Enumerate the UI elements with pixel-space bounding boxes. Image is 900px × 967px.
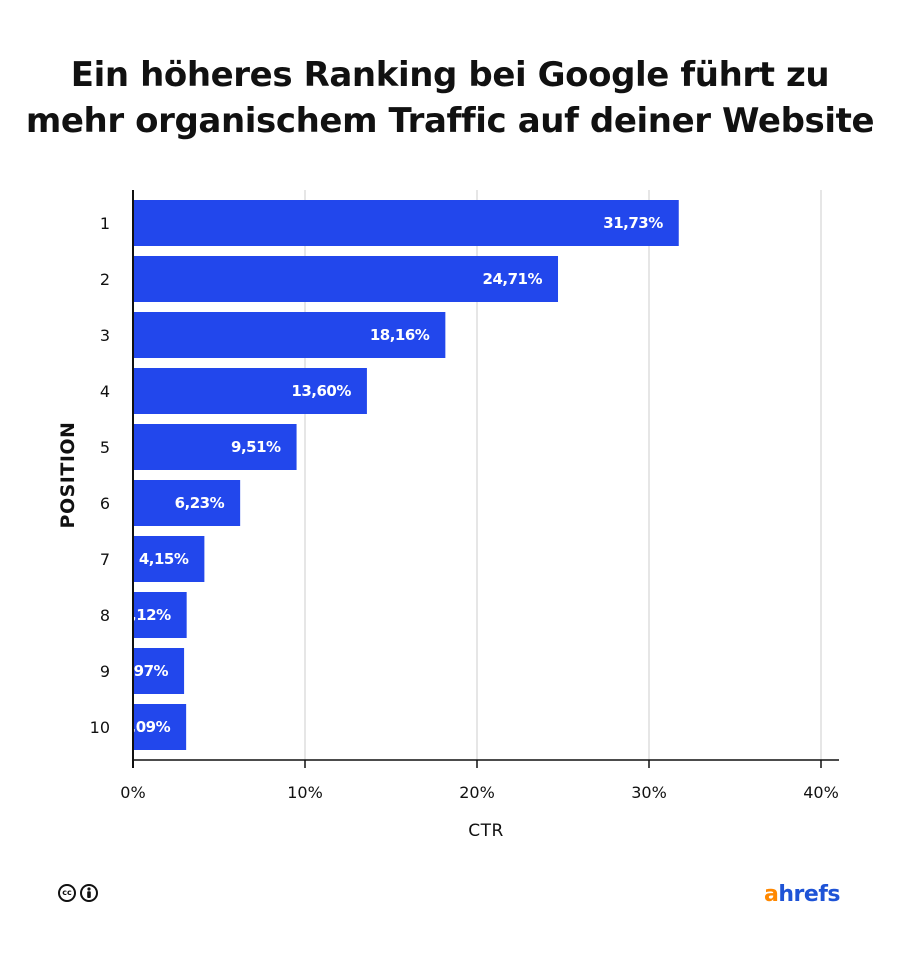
bar bbox=[133, 256, 559, 302]
bar-data-label: 13,60% bbox=[291, 382, 351, 400]
x-tick-label: 10% bbox=[287, 783, 323, 802]
x-tick-label: 0% bbox=[120, 783, 145, 802]
bar bbox=[133, 536, 205, 582]
bar bbox=[133, 480, 241, 526]
bar-data-label: 3,09% bbox=[121, 718, 171, 736]
bar-data-label: 3,12% bbox=[121, 606, 171, 624]
y-tick-label: 6 bbox=[100, 494, 110, 513]
bar-data-label: 6,23% bbox=[175, 494, 225, 512]
bar-data-label: 18,16% bbox=[370, 326, 430, 344]
y-tick-labels: 1 2 3 4 5 6 7 8 9 10 bbox=[90, 214, 110, 737]
y-tick-label: 10 bbox=[90, 718, 110, 737]
y-tick-label: 5 bbox=[100, 438, 110, 457]
bar bbox=[133, 704, 187, 750]
y-tick-label: 2 bbox=[100, 270, 110, 289]
bars: 31,73% 24,71% 18,16% 13,60% 9,51% 6,23% 4,15% 3… bbox=[119, 200, 679, 750]
bar bbox=[133, 592, 187, 638]
chart-title: Ein höheres Ranking bei Google führt zu m… bbox=[25, 55, 875, 141]
bar bbox=[133, 648, 185, 694]
bar bbox=[133, 424, 297, 470]
y-tick-label: 8 bbox=[100, 606, 110, 625]
bar-data-label: 4,15% bbox=[139, 550, 189, 568]
y-tick-label: 9 bbox=[100, 662, 110, 681]
ahrefs-logo: ahrefs bbox=[764, 882, 840, 907]
cc-icon: cc bbox=[58, 884, 76, 902]
axes bbox=[132, 190, 839, 768]
y-tick-label: 7 bbox=[100, 550, 110, 569]
bar-data-label: 24,71% bbox=[483, 270, 543, 288]
bar-chart: 31,73% 24,71% 18,16% 13,60% 9,51% 6,23% 4,15% 3… bbox=[57, 190, 839, 841]
x-axis-title: CTR bbox=[468, 821, 504, 841]
attribution-icon bbox=[80, 884, 98, 902]
y-axis-title: POSITION bbox=[57, 422, 79, 529]
bar bbox=[133, 368, 367, 414]
x-tick-label: 30% bbox=[631, 783, 667, 802]
y-tick-label: 1 bbox=[100, 214, 110, 233]
license-icons: cc bbox=[58, 884, 98, 902]
bar-data-label: 2,97% bbox=[119, 662, 169, 680]
y-tick-label: 3 bbox=[100, 326, 110, 345]
x-tick-label: 20% bbox=[459, 783, 495, 802]
x-tick-label: 40% bbox=[803, 783, 839, 802]
bar-data-label: 31,73% bbox=[603, 214, 663, 232]
x-tick-labels: 0% 10% 20% 30% 40% bbox=[120, 760, 839, 802]
y-tick-label: 4 bbox=[100, 382, 110, 401]
bar bbox=[133, 200, 679, 246]
bar-data-label: 9,51% bbox=[231, 438, 281, 456]
bar bbox=[133, 312, 446, 358]
